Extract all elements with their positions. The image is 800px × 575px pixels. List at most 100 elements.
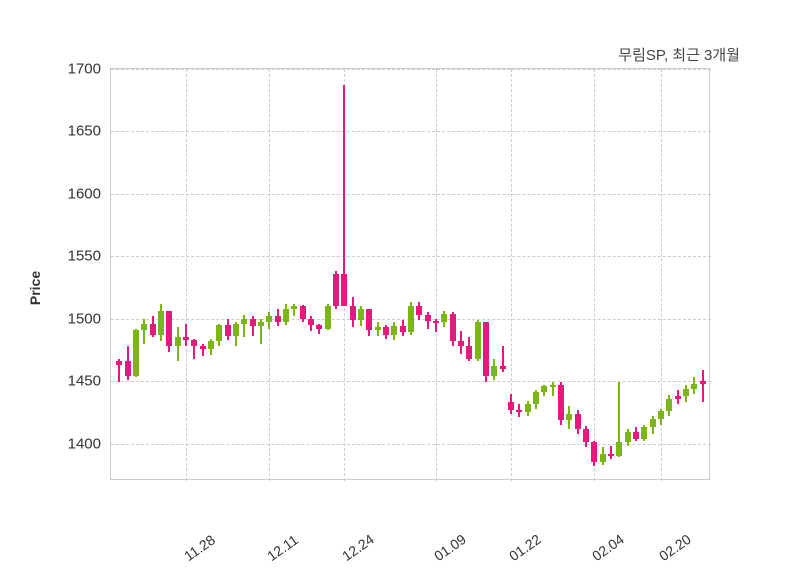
candlestick-body[interactable] <box>583 429 589 443</box>
candlestick-body[interactable] <box>233 324 239 336</box>
candlestick-body[interactable] <box>541 386 547 392</box>
candlestick-body[interactable] <box>216 325 222 341</box>
candlestick-body[interactable] <box>400 326 406 332</box>
chart-container: 무림SP, 최근 3개월 Price 1400 1450 1500 1550 1600 1… <box>0 0 800 575</box>
candlestick-body[interactable] <box>675 396 681 398</box>
candlestick-body[interactable] <box>641 427 647 438</box>
candlestick-body[interactable] <box>241 319 247 324</box>
candlestick-body[interactable] <box>525 404 531 413</box>
candlestick-body[interactable] <box>375 327 381 329</box>
candlestick-body[interactable] <box>550 385 556 387</box>
candlestick-body[interactable] <box>166 311 172 346</box>
candlestick-body[interactable] <box>175 337 181 346</box>
candlestick-body[interactable] <box>275 316 281 322</box>
candlestick-body[interactable] <box>700 381 706 383</box>
gridline-horizontal <box>111 131 711 132</box>
candlestick-body[interactable] <box>608 454 614 456</box>
candlestick-body[interactable] <box>225 325 231 336</box>
candlestick-body[interactable] <box>358 309 364 320</box>
candlestick-wick[interactable] <box>610 446 612 458</box>
y-axis-tick-label: 1400 <box>68 435 101 452</box>
x-axis-tick-label: 12.11 <box>264 531 301 564</box>
candlestick-body[interactable] <box>341 274 347 306</box>
candlestick-body[interactable] <box>591 442 597 462</box>
gridline-vertical <box>594 69 595 481</box>
gridline-horizontal <box>111 194 711 195</box>
candlestick-body[interactable] <box>666 399 672 411</box>
x-axis-tick-label: 02.04 <box>589 531 627 564</box>
candlestick-body[interactable] <box>200 346 206 348</box>
candlestick-body[interactable] <box>466 346 472 358</box>
candlestick-body[interactable] <box>258 322 264 326</box>
candlestick-body[interactable] <box>158 311 164 335</box>
candlestick-body[interactable] <box>116 361 122 365</box>
candlestick-body[interactable] <box>391 326 397 335</box>
gridline-vertical <box>269 69 270 481</box>
candlestick-body[interactable] <box>516 410 522 412</box>
candlestick-body[interactable] <box>191 340 197 346</box>
candlestick-body[interactable] <box>350 306 356 320</box>
candlestick-body[interactable] <box>683 389 689 396</box>
gridline-vertical <box>436 69 437 481</box>
candlestick-body[interactable] <box>183 337 189 339</box>
candlestick-body[interactable] <box>616 442 622 456</box>
y-axis-tick-label: 1600 <box>68 185 101 202</box>
candlestick-body[interactable] <box>308 319 314 325</box>
candlestick-body[interactable] <box>441 314 447 323</box>
candlestick-body[interactable] <box>458 341 464 346</box>
candlestick-body[interactable] <box>658 411 664 418</box>
candlestick-body[interactable] <box>316 325 322 329</box>
candlestick-wick[interactable] <box>343 85 345 274</box>
candlestick-body[interactable] <box>558 385 564 420</box>
candlestick-wick[interactable] <box>143 319 145 344</box>
candlestick-body[interactable] <box>383 327 389 334</box>
candlestick-body[interactable] <box>508 402 514 409</box>
candlestick-body[interactable] <box>575 414 581 429</box>
candlestick-body[interactable] <box>416 306 422 315</box>
candlestick-body[interactable] <box>500 366 506 368</box>
gridline-horizontal <box>111 69 711 70</box>
candlestick-body[interactable] <box>475 322 481 358</box>
candlestick-body[interactable] <box>491 366 497 376</box>
candlestick-body[interactable] <box>208 341 214 348</box>
candlestick-body[interactable] <box>125 361 131 376</box>
candlestick-body[interactable] <box>425 315 431 321</box>
candlestick-body[interactable] <box>433 321 439 323</box>
plot-area: 1400 1450 1500 1550 1600 1650 1700 11.28 12.11 12… <box>110 68 710 480</box>
candlestick-body[interactable] <box>633 432 639 438</box>
candlestick-body[interactable] <box>283 309 289 323</box>
candlestick-body[interactable] <box>150 324 156 335</box>
candlestick-body[interactable] <box>366 309 372 330</box>
y-axis-tick-label: 1650 <box>68 123 101 140</box>
candlestick-body[interactable] <box>300 306 306 318</box>
candlestick-body[interactable] <box>333 274 339 306</box>
candlestick-wick[interactable] <box>702 370 704 402</box>
gridline-horizontal <box>111 381 711 382</box>
candlestick-wick[interactable] <box>185 324 187 346</box>
y-axis-tick-label: 1700 <box>68 61 101 78</box>
candlestick-body[interactable] <box>133 330 139 376</box>
x-axis-tick-label: 01.09 <box>431 531 469 564</box>
candlestick-body[interactable] <box>625 432 631 442</box>
candlestick-body[interactable] <box>291 306 297 308</box>
candlestick-body[interactable] <box>266 316 272 322</box>
candlestick-body[interactable] <box>250 319 256 326</box>
y-axis-tick-label: 1550 <box>68 248 101 265</box>
candlestick-body[interactable] <box>408 306 414 332</box>
candlestick-body[interactable] <box>650 419 656 428</box>
candlestick-body[interactable] <box>325 306 331 328</box>
gridline-horizontal <box>111 256 711 257</box>
candlestick-body[interactable] <box>533 392 539 403</box>
candlestick-body[interactable] <box>450 314 456 341</box>
candlestick-body[interactable] <box>600 454 606 463</box>
x-axis-tick-label: 11.28 <box>181 531 218 564</box>
candlestick-body[interactable] <box>141 324 147 330</box>
candlestick-body[interactable] <box>483 322 489 376</box>
y-axis-label: Price <box>27 270 43 304</box>
x-axis-tick-label: 12.24 <box>339 531 377 564</box>
y-axis-tick-label: 1500 <box>68 310 101 327</box>
candlestick-body[interactable] <box>566 414 572 420</box>
candlestick-body[interactable] <box>691 384 697 389</box>
y-axis-tick-label: 1450 <box>68 373 101 390</box>
x-axis-tick-label: 01.22 <box>506 531 544 564</box>
